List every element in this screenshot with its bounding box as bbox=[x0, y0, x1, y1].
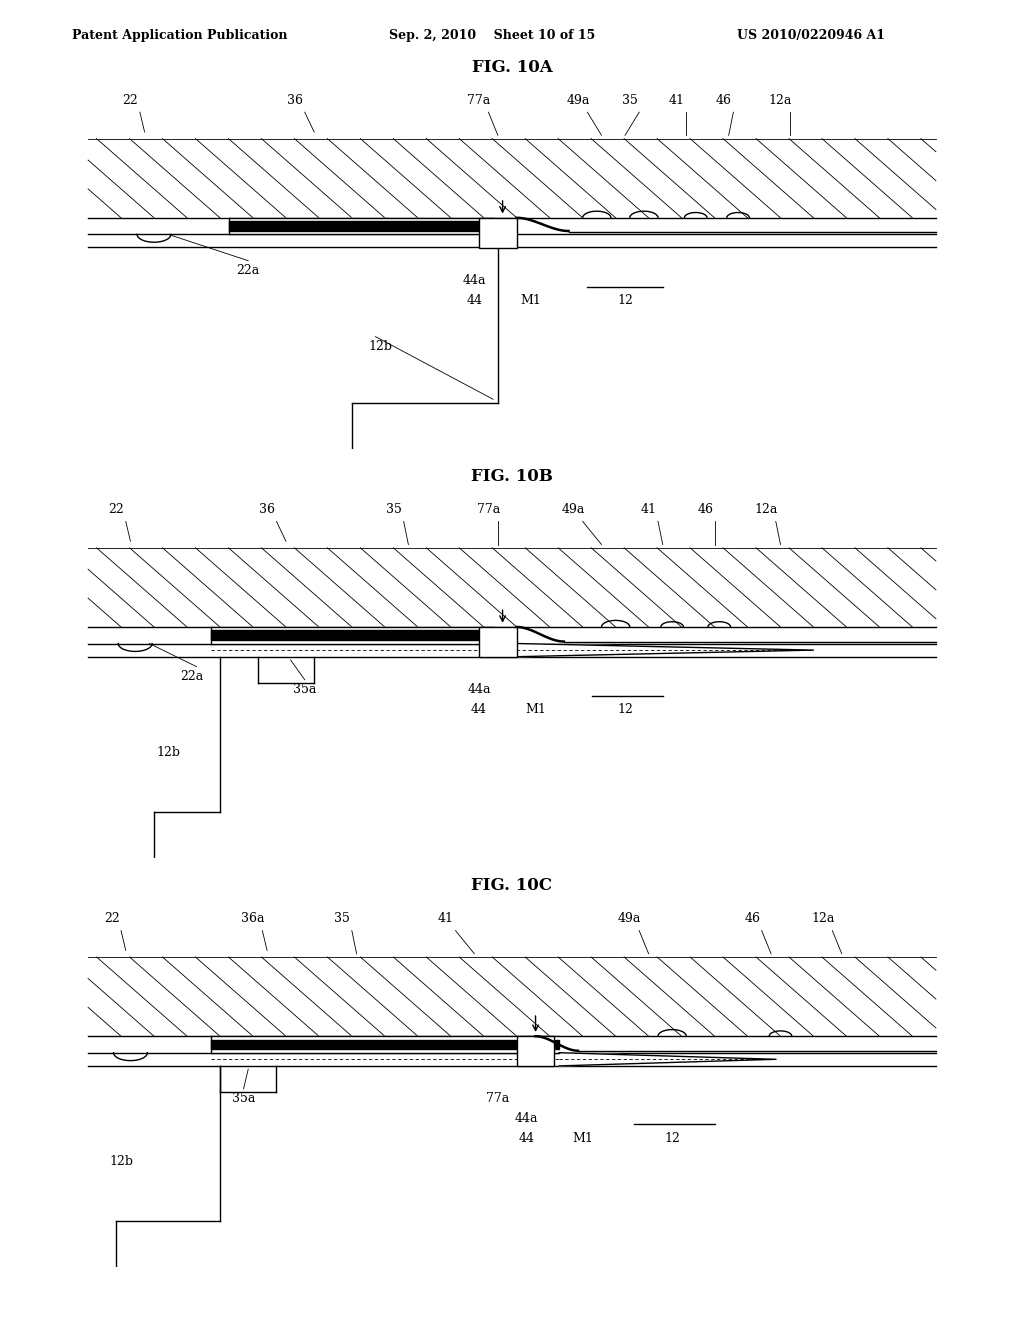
Text: 12b: 12b bbox=[156, 746, 180, 759]
Text: M1: M1 bbox=[525, 702, 546, 715]
Polygon shape bbox=[229, 218, 494, 235]
Text: 36a: 36a bbox=[242, 912, 264, 925]
Text: 41: 41 bbox=[438, 912, 454, 925]
Text: 44a: 44a bbox=[463, 273, 486, 286]
Text: 12a: 12a bbox=[811, 912, 835, 925]
Text: 44: 44 bbox=[466, 294, 482, 306]
Text: 12b: 12b bbox=[109, 1155, 133, 1168]
Polygon shape bbox=[229, 220, 494, 231]
Text: 41: 41 bbox=[669, 94, 685, 107]
Text: 36: 36 bbox=[259, 503, 275, 516]
Text: 12b: 12b bbox=[368, 339, 392, 352]
Text: 44: 44 bbox=[471, 702, 487, 715]
Text: Patent Application Publication: Patent Application Publication bbox=[72, 29, 287, 42]
Text: 22a: 22a bbox=[237, 264, 260, 277]
Text: 77a: 77a bbox=[467, 94, 490, 107]
Text: 12: 12 bbox=[665, 1133, 680, 1144]
Text: 49a: 49a bbox=[561, 503, 585, 516]
Bar bbox=[479, 627, 517, 656]
Text: 77a: 77a bbox=[477, 503, 500, 516]
Text: 22: 22 bbox=[109, 503, 124, 516]
Text: Sep. 2, 2010    Sheet 10 of 15: Sep. 2, 2010 Sheet 10 of 15 bbox=[389, 29, 595, 42]
Text: US 2010/0220946 A1: US 2010/0220946 A1 bbox=[737, 29, 886, 42]
Text: 41: 41 bbox=[641, 503, 656, 516]
Polygon shape bbox=[517, 644, 813, 656]
Text: 22: 22 bbox=[103, 912, 120, 925]
Bar bbox=[479, 218, 517, 248]
Text: 22: 22 bbox=[123, 94, 138, 107]
Text: 49a: 49a bbox=[618, 912, 641, 925]
Text: M1: M1 bbox=[572, 1133, 593, 1144]
Text: FIG. 10A: FIG. 10A bbox=[472, 59, 552, 75]
Text: 44a: 44a bbox=[514, 1111, 538, 1125]
Polygon shape bbox=[211, 1036, 559, 1053]
Polygon shape bbox=[559, 1053, 776, 1067]
Text: 35: 35 bbox=[622, 94, 638, 107]
Text: FIG. 10B: FIG. 10B bbox=[471, 469, 553, 484]
Text: 35: 35 bbox=[386, 503, 402, 516]
Polygon shape bbox=[211, 627, 494, 644]
Text: 35a: 35a bbox=[231, 1093, 255, 1105]
Text: 49a: 49a bbox=[566, 94, 590, 107]
Text: M1: M1 bbox=[520, 294, 542, 306]
Text: 12: 12 bbox=[617, 702, 633, 715]
Text: 44: 44 bbox=[518, 1133, 535, 1144]
Text: FIG. 10C: FIG. 10C bbox=[471, 878, 553, 895]
Text: 12a: 12a bbox=[769, 94, 793, 107]
Text: 12: 12 bbox=[617, 294, 633, 306]
Text: 35: 35 bbox=[335, 912, 350, 925]
Text: 12a: 12a bbox=[755, 503, 778, 516]
Polygon shape bbox=[211, 630, 494, 640]
Text: 46: 46 bbox=[744, 912, 760, 925]
Polygon shape bbox=[211, 1040, 559, 1049]
Text: 46: 46 bbox=[697, 503, 713, 516]
Text: 44a: 44a bbox=[467, 684, 490, 696]
Text: 35a: 35a bbox=[293, 684, 316, 696]
Text: 46: 46 bbox=[716, 94, 732, 107]
Text: 36: 36 bbox=[288, 94, 303, 107]
Bar bbox=[517, 1036, 554, 1067]
Text: 22a: 22a bbox=[180, 671, 204, 682]
Text: 77a: 77a bbox=[486, 1093, 510, 1105]
